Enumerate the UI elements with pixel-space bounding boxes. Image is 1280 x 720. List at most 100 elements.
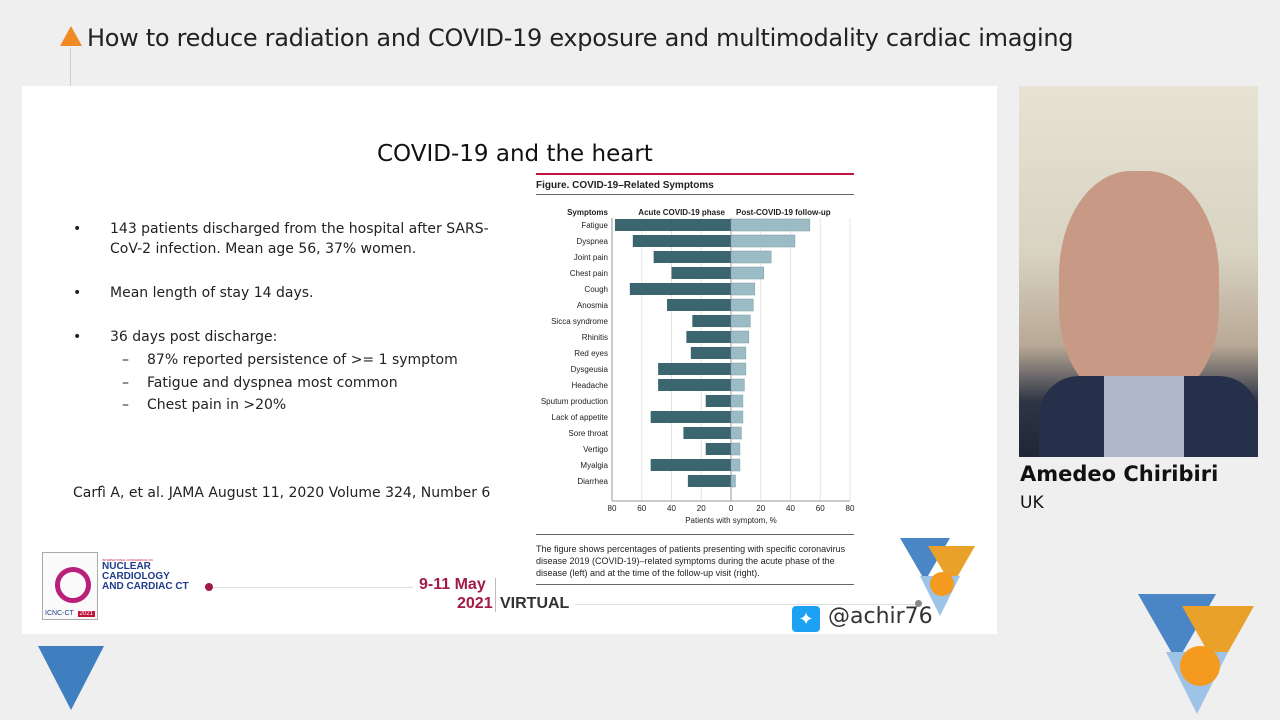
bullet-dot: • (73, 329, 82, 345)
conf-small: INTERNATIONAL CONFERENCE ON (102, 558, 153, 562)
category-label: Cough (584, 285, 608, 294)
bar-acute (705, 395, 731, 407)
speaker-face (1059, 171, 1219, 401)
slide (22, 86, 997, 634)
bullet-text: 36 days post discharge: (110, 329, 278, 345)
bar-acute (667, 299, 731, 311)
bar-post (730, 266, 764, 280)
bar-acute (671, 267, 731, 279)
x-tick-label: 0 (729, 504, 734, 513)
category-label: Lack of appetite (552, 413, 609, 422)
bar-acute (658, 363, 731, 375)
x-tick-label: 20 (756, 504, 765, 513)
twitter-icon: ✦ (792, 606, 820, 632)
bar-post (730, 394, 744, 408)
chart-caption: The figure shows percentages of patients… (536, 544, 846, 578)
bar-post (730, 250, 772, 264)
orange-triangle-icon (60, 26, 82, 46)
sub-bullet-text: Chest pain in >20% (147, 397, 287, 413)
category-label: Dyspnea (576, 237, 608, 246)
bar-acute (650, 411, 731, 423)
x-tick-label: 80 (846, 504, 855, 513)
sub-bullet-text: Fatigue and dyspnea most common (147, 374, 398, 391)
citation: Carfì A, et al. JAMA August 11, 2020 Vol… (73, 485, 491, 501)
bar-post (730, 362, 747, 376)
legend-acute: Acute COVID-19 phase (638, 208, 725, 217)
bar-post (730, 282, 756, 296)
bullet-dot: • (73, 221, 82, 237)
category-label: Vertigo (583, 445, 608, 454)
legend-post: Post-COVID-19 follow-up (736, 208, 831, 217)
speaker-video (1019, 86, 1258, 457)
bar-acute (692, 315, 731, 327)
slide-title: COVID-19 and the heart (377, 141, 653, 167)
virtual-label: VIRTUAL (500, 595, 570, 612)
bullet-text: Mean length of stay 14 days. (110, 285, 314, 301)
timeline-dot (205, 583, 213, 591)
category-label: Headache (572, 381, 609, 390)
bar-acute (705, 443, 731, 455)
blue-triangle-icon (38, 646, 104, 710)
bar-acute (690, 347, 731, 359)
bar-post (730, 474, 736, 488)
chart-title: Figure. COVID-19–Related Symptoms (536, 180, 714, 191)
x-tick-label: 40 (786, 504, 795, 513)
logo-text: ICNC-CT (45, 610, 74, 617)
bar-acute (683, 427, 731, 439)
bar-acute (658, 379, 731, 391)
logo-ring-icon (55, 567, 91, 603)
conference-emblem-icon (900, 538, 975, 616)
bar-acute (650, 459, 731, 471)
bar-post (730, 458, 741, 472)
x-tick-label: 20 (697, 504, 706, 513)
x-axis-label: Patients with symptom, % (685, 516, 777, 525)
chart-top-rule (536, 173, 854, 175)
conference-emblem-large-icon (1138, 594, 1254, 714)
conf-line: NUCLEAR (102, 561, 151, 572)
bar-acute (614, 219, 731, 231)
bullet-2: • Mean length of stay 14 days. (73, 283, 313, 303)
bar-post (730, 426, 742, 440)
bar-post (730, 298, 754, 312)
x-tick-label: 80 (608, 504, 617, 513)
twitter-handle: @achir76 (828, 604, 933, 629)
category-label: Dysgeusia (571, 365, 609, 374)
icnc-logo: ICNC-CT 2021 (42, 552, 98, 620)
date-line1: 9-11 May (419, 576, 486, 593)
symptoms-chart: Figure. COVID-19–Related Symptoms Sympto… (536, 173, 855, 585)
session-title: How to reduce radiation and COVID-19 exp… (87, 24, 1074, 52)
category-label: Sore throat (568, 429, 608, 438)
bar-post (730, 330, 750, 344)
conf-line: CARDIOLOGY (102, 571, 170, 582)
conf-name: NUCLEAR CARDIOLOGY AND CARDIAC CT (102, 562, 189, 592)
bar-post (730, 234, 796, 248)
speaker-country: UK (1020, 493, 1044, 513)
logo-year: 2021 (77, 611, 95, 617)
dash: – (122, 352, 129, 368)
date-line2: 2021 (457, 595, 493, 612)
bar-post (730, 410, 744, 424)
dash: – (122, 397, 129, 413)
speaker-shirt (1104, 376, 1184, 457)
x-tick-label: 60 (816, 504, 825, 513)
bullet-dot: • (73, 285, 82, 301)
bar-post (730, 218, 811, 232)
sub-bullets: – 87% reported persistence of >= 1 sympto… (122, 349, 458, 417)
bullet-1: • 143 patients discharged from the hospi… (73, 219, 503, 259)
timeline-line (213, 587, 413, 588)
caption-bottom-rule (536, 584, 854, 585)
category-label: Rhinitis (582, 333, 608, 342)
timeline-line (575, 604, 915, 605)
bar-post (730, 314, 751, 328)
bar-acute (629, 283, 731, 295)
bar-post (730, 378, 745, 392)
category-label: Sicca syndrome (551, 317, 608, 326)
category-label: Fatigue (581, 221, 608, 230)
bullet-3: • 36 days post discharge: (73, 327, 277, 347)
divider (495, 578, 496, 612)
speaker-name: Amedeo Chiribiri (1020, 462, 1219, 486)
category-header: Symptoms (567, 208, 608, 217)
conf-line: AND CARDIAC CT (102, 581, 189, 592)
category-label: Red eyes (574, 349, 608, 358)
category-label: Chest pain (570, 269, 608, 278)
